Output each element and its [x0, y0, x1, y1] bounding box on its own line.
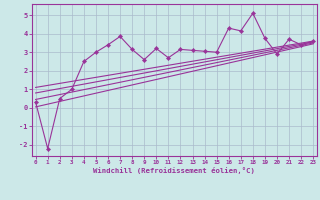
X-axis label: Windchill (Refroidissement éolien,°C): Windchill (Refroidissement éolien,°C): [93, 167, 255, 174]
